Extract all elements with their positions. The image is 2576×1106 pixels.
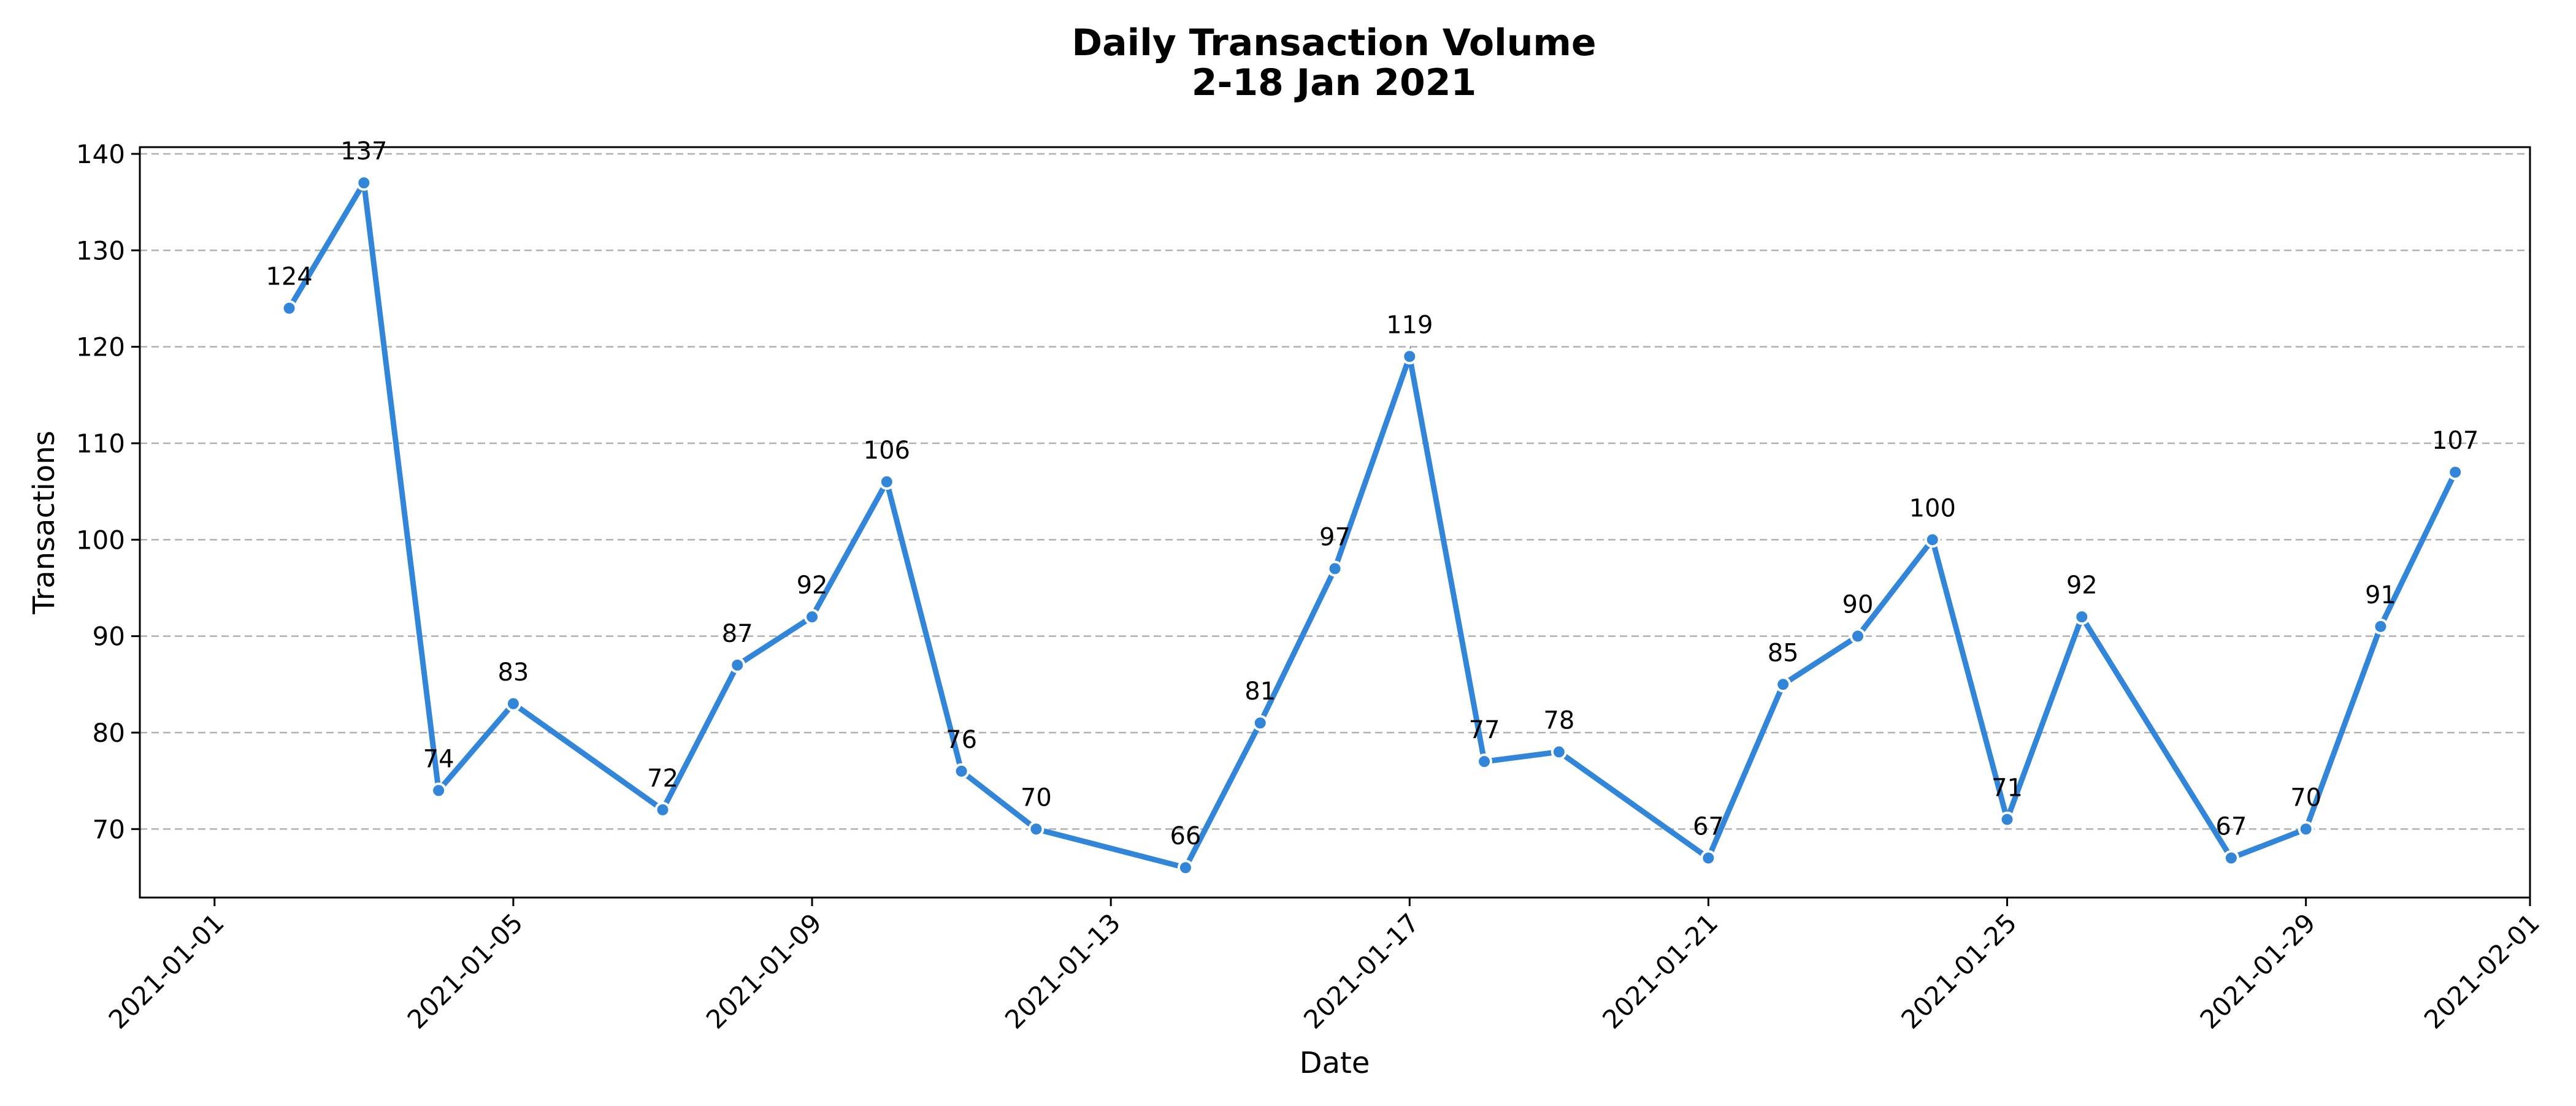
data-point-2021-01-25 [1999,811,2015,828]
y-tick-label-130: 130 [76,235,125,265]
data-point-2021-01-28 [2223,850,2239,866]
data-label-2021-01-08: 87 [722,620,753,648]
chart-subtitle: 2-18 Jan 2021 [1192,61,1476,104]
data-point-2021-01-03 [356,175,372,191]
y-axis-label: Transactions [27,430,61,615]
data-label-2021-01-29: 70 [2290,784,2321,812]
data-point-2021-01-18 [1476,753,1493,770]
data-point-2021-01-19 [1551,744,1567,760]
data-label-2021-01-12: 70 [1021,784,1052,812]
data-label-2021-01-21: 67 [1693,812,1724,841]
y-tick-label-120: 120 [76,332,125,362]
data-point-2021-01-23 [1849,628,1866,644]
y-tick-label-90: 90 [93,622,125,652]
data-label-2021-01-16: 97 [1319,524,1351,552]
x-axis-label: Date [1300,1046,1370,1080]
data-point-2021-01-12 [1028,821,1045,837]
data-label-2021-01-05: 83 [497,658,529,687]
data-point-2021-01-08 [729,657,746,673]
y-tick-label-100: 100 [76,525,125,555]
data-point-2021-01-22 [1775,676,1792,693]
y-tick-label-70: 70 [93,814,125,844]
data-point-2021-01-15 [1252,715,1268,731]
data-label-2021-01-02: 124 [266,263,312,291]
data-point-2021-01-17 [1401,348,1418,365]
data-label-2021-01-04: 74 [423,745,454,773]
data-point-2021-01-16 [1327,560,1343,577]
data-label-2021-01-17: 119 [1386,311,1433,339]
data-point-2021-01-10 [878,473,895,490]
data-point-2021-01-04 [431,782,447,799]
y-tick-label-140: 140 [76,139,125,169]
data-point-2021-01-02 [281,300,297,316]
data-point-2021-01-14 [1177,860,1194,876]
data-label-2021-01-31: 107 [2432,427,2478,455]
data-label-2021-01-28: 67 [2215,812,2247,841]
data-point-2021-01-05 [505,695,521,712]
plot-frame [139,146,2531,899]
data-point-2021-01-24 [1924,532,1941,548]
series-line-0 [286,174,2458,871]
data-point-2021-01-21 [1700,850,1717,866]
data-point-2021-01-31 [2447,464,2464,481]
data-label-2021-01-23: 90 [1842,591,1874,619]
data-label-2021-01-25: 71 [1991,774,2023,803]
data-label-2021-01-09: 92 [797,571,828,600]
data-label-2021-01-19: 78 [1543,706,1574,734]
y-axis: 70 80 90 100 110 120 130 140 [76,139,140,844]
data-labels: 124 137 74 83 72 87 92 106 76 70 66 81 97 119 77 78 67 85… [266,137,2478,850]
y-tick-label-110: 110 [76,429,125,459]
data-label-2021-01-15: 81 [1244,677,1276,706]
data-point-2021-01-07 [654,801,671,818]
data-label-2021-01-03: 137 [340,137,387,166]
data-label-2021-01-07: 72 [647,765,678,793]
data-label-2021-01-26: 92 [2066,571,2098,600]
series-layer [281,174,2464,876]
data-label-2021-01-11: 76 [946,726,977,754]
data-point-2021-01-26 [2074,609,2090,625]
y-tick-label-80: 80 [93,718,125,748]
data-label-2021-01-18: 77 [1469,716,1500,744]
data-point-2021-01-11 [953,763,970,779]
data-point-2021-01-29 [2298,821,2314,837]
data-point-2021-01-09 [804,609,821,625]
data-label-2021-01-10: 106 [864,437,910,465]
data-label-2021-01-22: 85 [1768,639,1799,667]
grid-lines [140,153,2530,830]
data-label-2021-01-14: 66 [1170,822,1201,850]
data-label-2021-01-24: 100 [1909,494,1956,522]
data-label-2021-01-30: 91 [2365,581,2396,609]
data-point-2021-01-30 [2372,618,2389,635]
chart-title: Daily Transaction Volume [1071,21,1596,64]
